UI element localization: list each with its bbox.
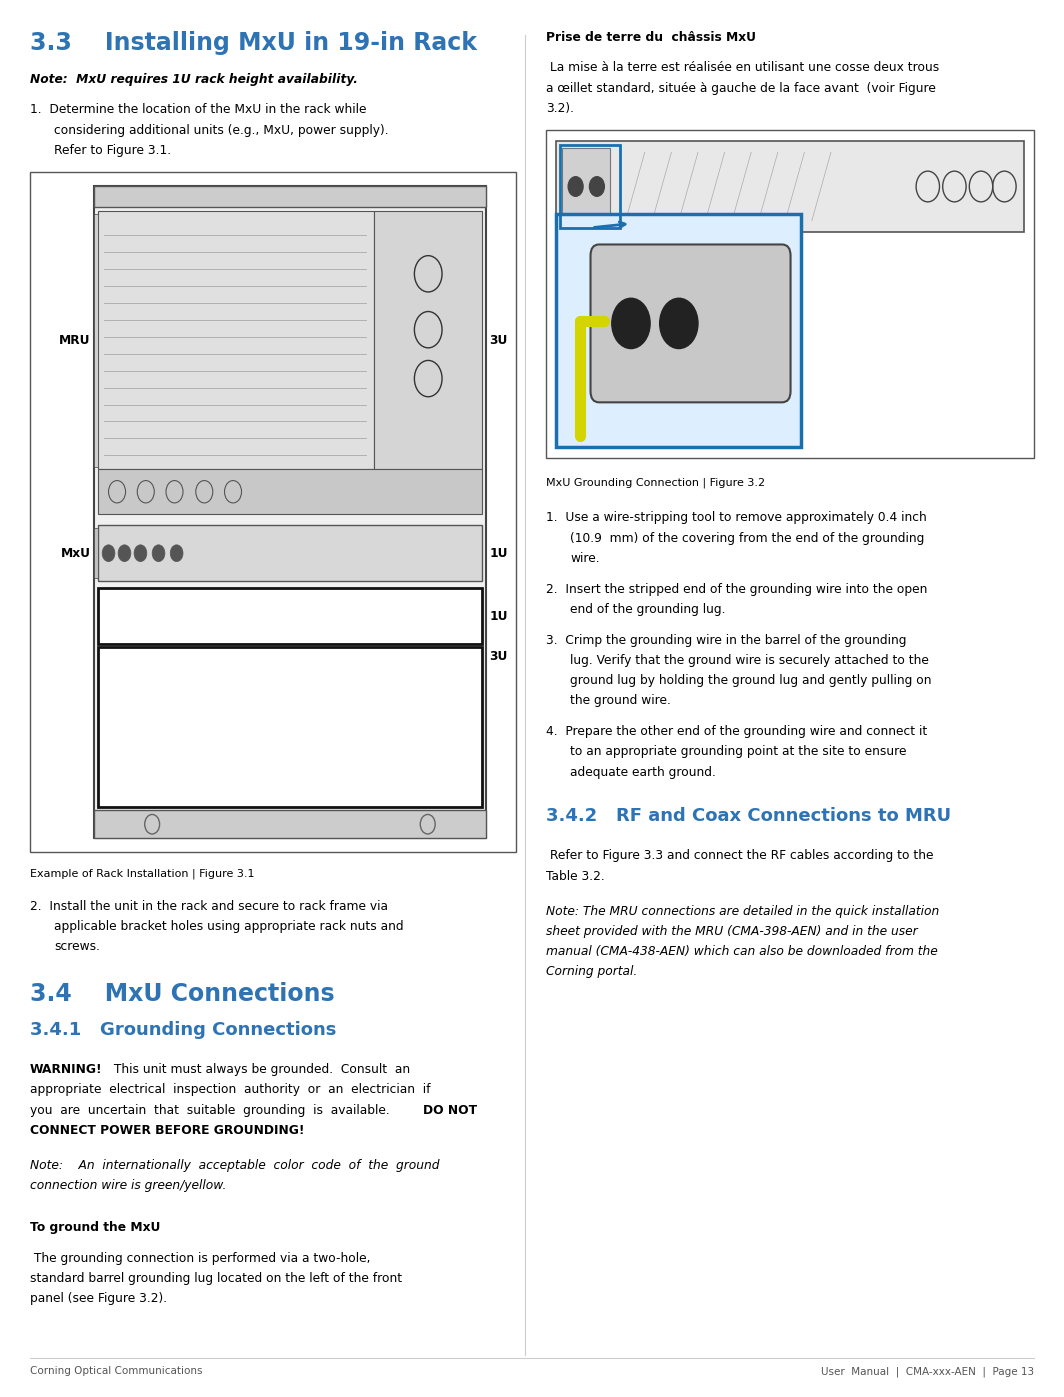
Text: Prise de terre du  châssis MxU: Prise de terre du châssis MxU: [546, 31, 755, 43]
FancyBboxPatch shape: [556, 141, 1024, 232]
Text: considering additional units (e.g., MxU, power supply).: considering additional units (e.g., MxU,…: [54, 124, 388, 137]
Text: Table 3.2.: Table 3.2.: [546, 869, 604, 883]
Text: 1.  Determine the location of the MxU in the rack while: 1. Determine the location of the MxU in …: [30, 103, 366, 116]
Text: MxU: MxU: [61, 546, 90, 560]
Text: DC Power Supply: DC Power Supply: [243, 610, 337, 622]
FancyBboxPatch shape: [546, 130, 1034, 458]
Text: MRU: MRU: [59, 334, 90, 346]
Text: Example of Rack Installation | Figure 3.1: Example of Rack Installation | Figure 3.…: [30, 869, 254, 880]
FancyBboxPatch shape: [98, 211, 375, 469]
Text: 3.4.1   Grounding Connections: 3.4.1 Grounding Connections: [30, 1021, 336, 1039]
Text: Note:  MxU requires 1U rack height availability.: Note: MxU requires 1U rack height availa…: [30, 73, 358, 85]
Text: DO NOT: DO NOT: [423, 1104, 478, 1116]
Text: User  Manual  |  CMA-xxx-AEN  |  Page 13: User Manual | CMA-xxx-AEN | Page 13: [821, 1366, 1034, 1377]
Text: 4.  Prepare the other end of the grounding wire and connect it: 4. Prepare the other end of the groundin…: [546, 725, 927, 738]
Text: CONNECT POWER BEFORE GROUNDING!: CONNECT POWER BEFORE GROUNDING!: [30, 1125, 304, 1137]
Text: end of the grounding lug.: end of the grounding lug.: [570, 602, 726, 616]
FancyBboxPatch shape: [98, 647, 482, 807]
Circle shape: [134, 545, 147, 562]
FancyBboxPatch shape: [98, 469, 482, 514]
Text: connection wire is green/yellow.: connection wire is green/yellow.: [30, 1179, 227, 1192]
Circle shape: [612, 299, 650, 349]
Text: ground lug by holding the ground lug and gently pulling on: ground lug by holding the ground lug and…: [570, 673, 932, 687]
FancyBboxPatch shape: [94, 186, 486, 207]
FancyBboxPatch shape: [94, 214, 98, 467]
Circle shape: [170, 545, 183, 562]
Text: panel (see Figure 3.2).: panel (see Figure 3.2).: [30, 1292, 167, 1305]
Text: a œillet standard, située à gauche de la face avant  (voir Figure: a œillet standard, située à gauche de la…: [546, 82, 935, 95]
Text: Corning Optical Communications: Corning Optical Communications: [30, 1366, 202, 1376]
Text: applicable bracket holes using appropriate rack nuts and: applicable bracket holes using appropria…: [54, 921, 404, 933]
Text: lug. Verify that the ground wire is securely attached to the: lug. Verify that the ground wire is secu…: [570, 654, 929, 666]
Text: screws.: screws.: [54, 940, 100, 953]
Text: 3.4    MxU Connections: 3.4 MxU Connections: [30, 982, 334, 1006]
Text: adequate earth ground.: adequate earth ground.: [570, 766, 716, 778]
Text: La mise à la terre est réalisée en utilisant une cosse deux trous: La mise à la terre est réalisée en utili…: [546, 61, 940, 74]
Circle shape: [102, 545, 115, 562]
FancyBboxPatch shape: [562, 148, 610, 225]
Text: (10.9  mm) of the covering from the end of the grounding: (10.9 mm) of the covering from the end o…: [570, 532, 925, 545]
Circle shape: [589, 176, 604, 196]
Text: the ground wire.: the ground wire.: [570, 694, 671, 707]
Text: to an appropriate grounding point at the site to ensure: to an appropriate grounding point at the…: [570, 745, 907, 759]
Text: This unit must always be grounded.  Consult  an: This unit must always be grounded. Consu…: [110, 1063, 410, 1076]
FancyBboxPatch shape: [94, 810, 486, 838]
Text: AC Power Supply: AC Power Supply: [240, 721, 339, 733]
Circle shape: [152, 545, 165, 562]
Text: Note:    An  internationally  acceptable  color  code  of  the  ground: Note: An internationally acceptable colo…: [30, 1160, 439, 1172]
Text: 2.  Install the unit in the rack and secure to rack frame via: 2. Install the unit in the rack and secu…: [30, 900, 387, 912]
Text: sheet provided with the MRU (CMA-398-AEN) and in the user: sheet provided with the MRU (CMA-398-AEN…: [546, 925, 917, 937]
FancyBboxPatch shape: [591, 244, 791, 402]
Text: 3.  Crimp the grounding wire in the barrel of the grounding: 3. Crimp the grounding wire in the barre…: [546, 633, 907, 647]
Text: WARNING!: WARNING!: [30, 1063, 102, 1076]
Circle shape: [568, 176, 583, 196]
FancyBboxPatch shape: [375, 211, 482, 469]
Text: standard barrel grounding lug located on the left of the front: standard barrel grounding lug located on…: [30, 1273, 402, 1285]
Text: appropriate  electrical  inspection  authority  or  an  electrician  if: appropriate electrical inspection author…: [30, 1084, 430, 1097]
Text: 3.4.2   RF and Coax Connections to MRU: 3.4.2 RF and Coax Connections to MRU: [546, 807, 951, 826]
FancyBboxPatch shape: [94, 186, 486, 838]
FancyBboxPatch shape: [94, 528, 98, 578]
Text: 3.2).: 3.2).: [546, 102, 573, 115]
Text: Refer to Figure 3.1.: Refer to Figure 3.1.: [54, 144, 171, 156]
Text: Note: The MRU connections are detailed in the quick installation: Note: The MRU connections are detailed i…: [546, 905, 940, 918]
FancyBboxPatch shape: [98, 525, 482, 581]
Text: Corning portal.: Corning portal.: [546, 965, 637, 978]
Text: wire.: wire.: [570, 552, 600, 564]
Text: 1U: 1U: [489, 609, 508, 623]
Text: you  are  uncertain  that  suitable  grounding  is  available.: you are uncertain that suitable groundin…: [30, 1104, 397, 1116]
Circle shape: [660, 299, 698, 349]
Text: 3.3    Installing MxU in 19-in Rack: 3.3 Installing MxU in 19-in Rack: [30, 31, 477, 54]
Text: 1.  Use a wire-stripping tool to remove approximately 0.4 inch: 1. Use a wire-stripping tool to remove a…: [546, 511, 927, 524]
Text: 2.  Insert the stripped end of the grounding wire into the open: 2. Insert the stripped end of the ground…: [546, 583, 927, 595]
Circle shape: [118, 545, 131, 562]
Text: Refer to Figure 3.3 and connect the RF cables according to the: Refer to Figure 3.3 and connect the RF c…: [546, 849, 933, 862]
FancyBboxPatch shape: [30, 172, 516, 852]
Text: MxU Grounding Connection | Figure 3.2: MxU Grounding Connection | Figure 3.2: [546, 478, 765, 489]
FancyBboxPatch shape: [98, 588, 482, 644]
Text: 3U: 3U: [489, 334, 508, 346]
Text: 1U: 1U: [489, 546, 508, 560]
Text: 3U: 3U: [489, 650, 508, 662]
FancyBboxPatch shape: [556, 214, 801, 447]
Text: manual (CMA-438-AEN) which can also be downloaded from the: manual (CMA-438-AEN) which can also be d…: [546, 944, 937, 958]
Text: To ground the MxU: To ground the MxU: [30, 1221, 161, 1234]
Text: The grounding connection is performed via a two-hole,: The grounding connection is performed vi…: [30, 1252, 370, 1264]
